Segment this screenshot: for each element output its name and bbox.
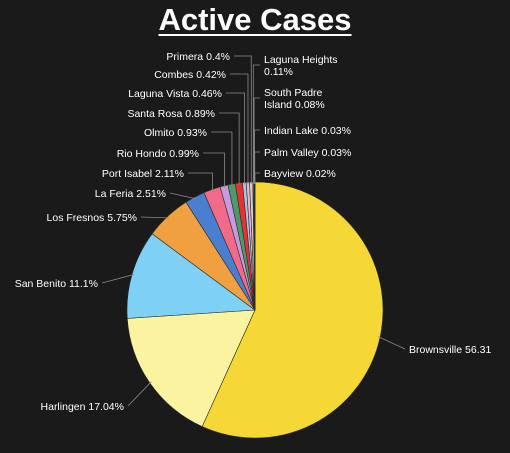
- leader-line: [211, 131, 233, 187]
- pie-slice-brownsville: [201, 181, 384, 439]
- leader-line: [127, 381, 152, 407]
- leader-line: [219, 112, 240, 186]
- leader-line: [203, 152, 225, 188]
- slice-label: Brownsville 56.31: [409, 344, 491, 356]
- slice-label: Combes 0.42%: [154, 69, 226, 81]
- leader-line: [226, 92, 245, 185]
- slice-label: San Benito 11.1%: [15, 278, 98, 290]
- slice-label: Indian Lake 0.03%: [264, 125, 351, 137]
- slice-label: South Padre Island 0.08%: [264, 87, 325, 111]
- slice-label: Laguna Heights 0.11%: [264, 54, 338, 78]
- slice-label: La Feria 2.51%: [95, 188, 166, 200]
- slice-label: Primera 0.4%: [166, 51, 230, 63]
- leader-line: [377, 336, 406, 350]
- slice-label: Port Isabel 2.11%: [102, 168, 184, 180]
- leader-line: [101, 274, 135, 284]
- slice-label: Rio Hondo 0.99%: [117, 148, 199, 160]
- leader-line: [253, 97, 260, 185]
- slice-label: Los Fresnos 5.75%: [47, 212, 137, 224]
- slice-labels: Brownsville 56.31 Harlingen 17.04% San Ben…: [15, 51, 492, 413]
- slice-label: Bayview 0.02%: [264, 168, 336, 180]
- leader-line: [254, 151, 260, 185]
- leader-line: [234, 55, 252, 185]
- leader-lines: [101, 55, 406, 407]
- slice-label: Santa Rosa 0.89%: [127, 108, 215, 120]
- leader-line: [169, 192, 196, 200]
- leader-line: [188, 172, 214, 192]
- pie-slice-san-benito: [126, 233, 256, 319]
- leader-line: [140, 216, 170, 219]
- pie-slices: [126, 181, 384, 439]
- slice-label: Laguna Vista 0.46%: [128, 88, 222, 100]
- slice-label: Palm Valley 0.03%: [264, 147, 351, 159]
- slice-label: Harlingen 17.04%: [41, 401, 124, 413]
- leader-line: [252, 64, 260, 185]
- leader-line: [230, 73, 249, 185]
- chart-title: Active Cases: [158, 2, 352, 37]
- leader-line: [254, 172, 260, 185]
- slice-label: Olmito 0.93%: [144, 127, 207, 139]
